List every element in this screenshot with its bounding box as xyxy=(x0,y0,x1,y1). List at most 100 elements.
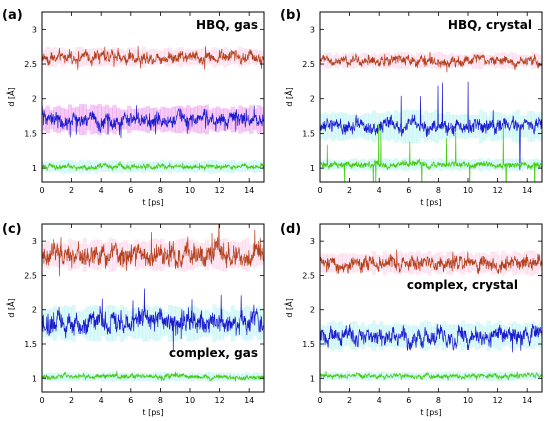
panel-c-band-1 xyxy=(90,305,95,342)
panel-a-plot: 1 1.5 2 2.5 3 0 2 4 6 8 10 12 14 xyxy=(24,11,265,195)
panel-b-band-2 xyxy=(464,158,469,171)
panel-d-band-1 xyxy=(523,322,528,349)
panel-b-ytick-label: 2 xyxy=(310,95,315,104)
panel-a-xtick-label: 0 xyxy=(39,186,44,195)
panel-a-band-1 xyxy=(252,108,258,131)
panel-c-ylabel: d [Å] xyxy=(5,298,16,317)
panel-b-plot: 1 1.5 2 2.5 3 0 2 4 6 8 10 12 14 xyxy=(302,11,543,195)
panel-d-xtick-label: 2 xyxy=(347,396,352,405)
panel-a-band-0 xyxy=(160,50,165,64)
panel-d-band-2 xyxy=(516,372,521,380)
panel-d-band-1 xyxy=(453,324,458,348)
panel-d-band-0 xyxy=(360,254,365,272)
panel-a-band-1 xyxy=(97,104,102,136)
panel-a-frame xyxy=(41,11,265,183)
panel-a-ylabel: d [Å] xyxy=(5,87,16,106)
panel-d-band-1 xyxy=(320,324,325,347)
panel-c-band-0 xyxy=(93,239,99,271)
panel-d-band-1 xyxy=(538,322,542,349)
panel-d-band-1 xyxy=(360,322,365,350)
panel-d-band-2 xyxy=(419,372,425,380)
panel-b-ytick-label: 2.5 xyxy=(302,60,315,69)
panel-b-band-2 xyxy=(479,157,484,172)
panel-b-ylabel: d [Å] xyxy=(283,87,294,106)
panel-b-band-1 xyxy=(412,109,417,144)
panel-a-band-0 xyxy=(60,47,65,67)
panel-b-band-1 xyxy=(449,114,454,139)
panel-c-band-1 xyxy=(260,307,264,340)
panel-a-band-1 xyxy=(212,107,217,132)
panel-b-band-1 xyxy=(475,115,480,138)
panel-a: (a) HBQ, gas 1 1.5 2 2.5 3 0 2 4 6 8 10 12 14 t [ps]… xyxy=(2,8,265,207)
panel-c-band-2 xyxy=(178,373,184,381)
panel-d-band-1 xyxy=(382,324,388,347)
panel-c-band-1 xyxy=(127,310,132,336)
panel-c-series-2-line xyxy=(42,370,264,382)
panel-b-band-1 xyxy=(534,114,539,139)
panel-b-band-2 xyxy=(375,158,380,171)
panel-c-band-1 xyxy=(149,307,154,340)
panel-a-band-0 xyxy=(56,50,62,64)
panel-c-series-0-line xyxy=(42,224,264,277)
panel-a-band-2 xyxy=(241,161,247,172)
panel-d-ytick-label: 2 xyxy=(310,306,315,315)
panel-c-band-2 xyxy=(215,372,221,382)
panel-b-xlabel: t [ps] xyxy=(420,198,441,207)
panel-a-xtick-label: 10 xyxy=(185,186,195,195)
panel-b-band-2 xyxy=(434,160,439,169)
panel-b-xtick-label: 6 xyxy=(406,186,411,195)
panel-c-ytick-label: 1 xyxy=(32,374,37,383)
panel-b-band-0 xyxy=(538,55,542,66)
panel-c-band-1 xyxy=(64,305,69,342)
panel-c-band-0 xyxy=(60,243,65,267)
panel-c-band-2 xyxy=(53,372,58,381)
panel-d-band-1 xyxy=(438,325,443,346)
panel-a-band-1 xyxy=(149,108,154,132)
panel-c-ytick-label: 1.5 xyxy=(24,340,37,349)
panel-a-band-2 xyxy=(75,162,80,172)
panel-d-band-0 xyxy=(338,253,343,273)
panel-a-band-1 xyxy=(178,106,184,134)
panel-c-ytick-label: 3 xyxy=(32,237,37,246)
panel-a-band-2 xyxy=(227,160,232,174)
panel-b-band-1 xyxy=(456,115,462,138)
panel-d-band-2 xyxy=(493,371,499,381)
panel-d-xtick-label: 0 xyxy=(317,396,322,405)
panel-a-band-1 xyxy=(116,107,121,132)
panel-b-band-0 xyxy=(320,54,325,67)
panel-d-band-1 xyxy=(345,325,351,346)
panel-a-band-1 xyxy=(164,107,169,132)
panel-b-band-1 xyxy=(538,112,542,141)
panel-d-xtick-label: 4 xyxy=(377,396,382,405)
panel-a-band-2 xyxy=(123,162,128,172)
panel-c-band-0 xyxy=(215,240,221,270)
panel-d-band-0 xyxy=(475,252,480,274)
panel-c-band-2 xyxy=(238,373,243,381)
panel-c-xtick-label: 12 xyxy=(215,396,225,405)
panel-d-ytick-label: 1.5 xyxy=(302,340,315,349)
panel-d-band-1 xyxy=(468,323,473,349)
panel-c-band-1 xyxy=(145,305,150,342)
panel-b-band-2 xyxy=(523,160,528,169)
panel-a-band-0 xyxy=(138,50,143,65)
panel-a-band-2 xyxy=(101,161,106,173)
panel-a-band-0 xyxy=(119,48,124,66)
panel-b-band-2 xyxy=(386,158,391,171)
panel-a-band-1 xyxy=(123,109,128,130)
panel-a-band-0 xyxy=(64,49,69,65)
panel-c-band-0 xyxy=(230,241,235,269)
panel-d-band-0 xyxy=(353,253,358,273)
panel-b-band-0 xyxy=(490,54,495,67)
panel-c-band-1 xyxy=(56,311,62,335)
panel-b-band-2 xyxy=(419,158,425,171)
panel-c-title: complex, gas xyxy=(169,346,258,360)
panel-c-band-0 xyxy=(238,241,243,268)
panel-a-band-1 xyxy=(42,108,47,131)
panel-d-band-1 xyxy=(375,324,380,348)
panel-a-band-1 xyxy=(204,104,210,135)
panel-c-band-1 xyxy=(71,304,76,342)
panel-c-band-0 xyxy=(101,242,106,268)
panel-d-band-2 xyxy=(375,372,380,381)
panel-a-xtick-label: 8 xyxy=(158,186,163,195)
panel-b-band-1 xyxy=(320,114,325,139)
